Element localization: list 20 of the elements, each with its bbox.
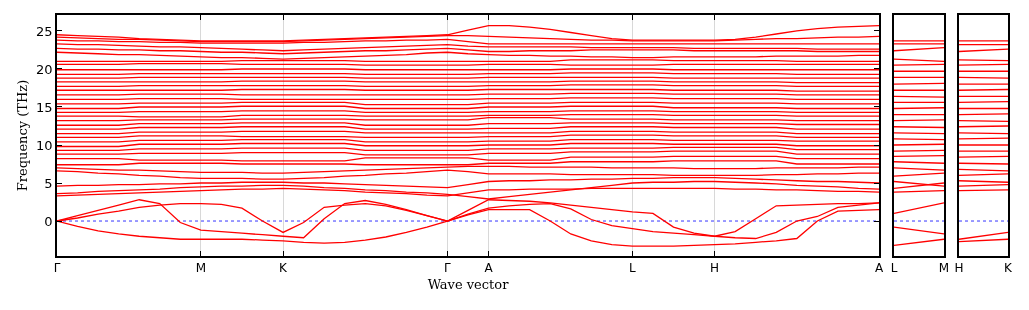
x-axis-title: Wave vector xyxy=(427,277,510,293)
x-tick-label: L xyxy=(629,261,637,276)
x-tick-label: K xyxy=(1004,261,1014,276)
x-tick-label: H xyxy=(710,261,720,276)
x-tick-label: Γ xyxy=(53,261,61,276)
x-tick-label: H xyxy=(954,261,964,276)
x-tick-label: L xyxy=(890,261,898,276)
y-tick-label: 5 xyxy=(44,175,53,191)
x-tick-label: Γ xyxy=(444,261,452,276)
x-tick-label: A xyxy=(484,261,494,276)
x-tick-label: M xyxy=(195,261,207,276)
y-tick-label: 25 xyxy=(36,23,53,39)
y-tick-label: 15 xyxy=(36,99,53,115)
y-tick-label: 10 xyxy=(36,137,53,153)
x-tick-label: A xyxy=(874,261,884,276)
y-tick-label: 0 xyxy=(44,213,53,229)
y-axis-title: Frequency (THz) xyxy=(14,79,30,192)
y-tick-label: 20 xyxy=(36,61,53,77)
x-tick-label: K xyxy=(279,261,289,276)
x-tick-label: M xyxy=(938,261,950,276)
